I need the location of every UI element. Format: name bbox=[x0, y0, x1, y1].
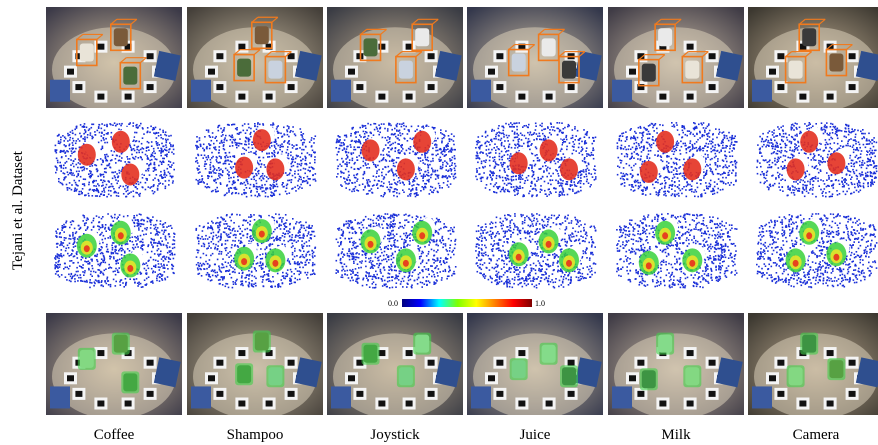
colorbar-max-label: 1.0 bbox=[535, 299, 545, 308]
column-label-joystick: Joystick bbox=[370, 427, 420, 443]
column-label-juice: Juice bbox=[519, 427, 551, 443]
scene-photo-camera bbox=[748, 7, 878, 108]
scene-photo-juice bbox=[467, 313, 603, 415]
colorbar: 0.0 1.0 bbox=[384, 298, 554, 310]
point-cloud-heatmap-milk bbox=[608, 207, 744, 293]
point-cloud-ground-truth-coffee bbox=[46, 116, 182, 202]
scene-photo-coffee bbox=[46, 7, 182, 108]
point-cloud-ground-truth-joystick bbox=[327, 116, 463, 202]
colorbar-min-label: 0.0 bbox=[388, 299, 398, 308]
scene-photo-shampoo bbox=[187, 7, 323, 108]
scene-photo-milk bbox=[608, 313, 744, 415]
point-cloud-ground-truth-camera bbox=[748, 116, 878, 202]
column-label-camera: Camera bbox=[792, 427, 840, 443]
column-label-shampoo: Shampoo bbox=[226, 427, 284, 443]
point-cloud-heatmap-camera bbox=[748, 207, 878, 293]
point-cloud-ground-truth-milk bbox=[608, 116, 744, 202]
scene-photo-shampoo bbox=[187, 313, 323, 415]
column-label-coffee: Coffee bbox=[93, 427, 135, 443]
scene-photo-joystick bbox=[327, 313, 463, 415]
scene-photo-coffee bbox=[46, 313, 182, 415]
point-cloud-ground-truth-shampoo bbox=[187, 116, 323, 202]
scene-photo-camera bbox=[748, 313, 878, 415]
scene-photo-juice bbox=[467, 7, 603, 108]
column-label-milk: Milk bbox=[661, 427, 691, 443]
point-cloud-heatmap-coffee bbox=[46, 207, 182, 293]
point-cloud-ground-truth-juice bbox=[467, 116, 603, 202]
scene-photo-milk bbox=[608, 7, 744, 108]
dataset-side-label: Tejani et al. Dataset bbox=[9, 150, 26, 270]
point-cloud-heatmap-shampoo bbox=[187, 207, 323, 293]
colorbar-gradient bbox=[402, 299, 532, 307]
point-cloud-heatmap-juice bbox=[467, 207, 603, 293]
scene-photo-joystick bbox=[327, 7, 463, 108]
point-cloud-heatmap-joystick bbox=[327, 207, 463, 293]
